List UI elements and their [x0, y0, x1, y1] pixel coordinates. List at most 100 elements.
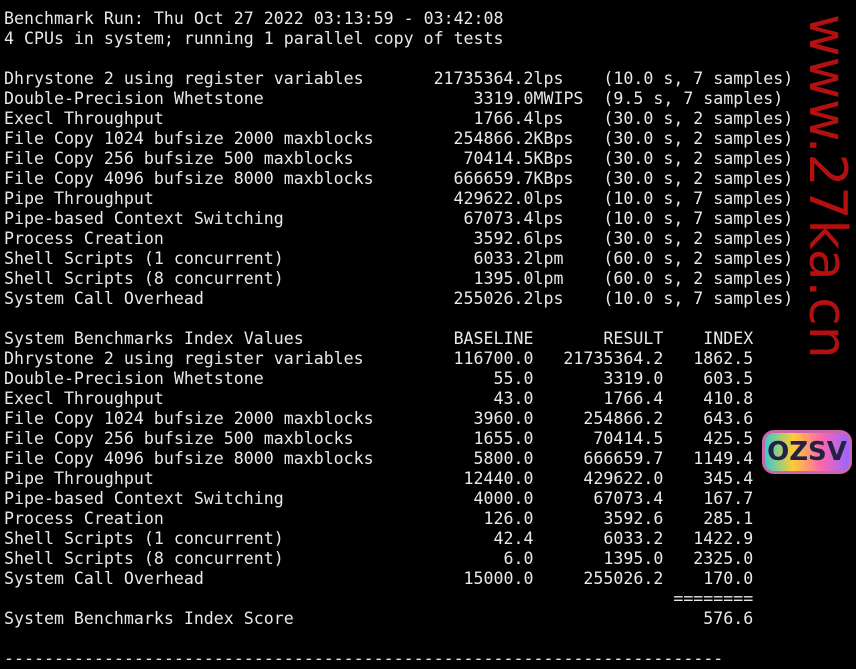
test-row: File Copy 4096 bufsize 8000 maxblocks 666… — [4, 169, 793, 189]
test-detail: (30.0 s, 2 samples) — [603, 229, 794, 248]
test-unit: lps — [533, 69, 564, 88]
row-baseline: 5800.0 — [473, 449, 534, 468]
test-value: 3592.6 — [473, 229, 534, 248]
row-result: 1766.4 — [603, 389, 664, 408]
test-detail: (60.0 s, 2 samples) — [603, 269, 794, 288]
row-index: 285.1 — [703, 509, 754, 528]
test-name: Process Creation — [4, 229, 164, 248]
test-detail: (60.0 s, 2 samples) — [603, 249, 794, 268]
test-row: Shell Scripts (1 concurrent) 6033.2lpm (60… — [4, 249, 793, 269]
row-name: Double-Precision Whetstone — [4, 369, 264, 388]
score-label: System Benchmarks Index Score — [4, 609, 294, 628]
index-row: File Copy 4096 bufsize 8000 maxblocks 580… — [4, 449, 793, 469]
test-value: 429622.0 — [453, 189, 534, 208]
separator: ======== — [673, 589, 754, 608]
blank — [4, 629, 793, 649]
test-name: File Copy 4096 bufsize 8000 maxblocks — [4, 169, 374, 188]
test-value: 1766.4 — [473, 109, 534, 128]
index-header: System Benchmarks Index Values BASELINE RE… — [4, 329, 793, 349]
row-index: 425.5 — [703, 429, 754, 448]
index-row: File Copy 256 bufsize 500 maxblocks 1655.… — [4, 429, 793, 449]
col-baseline: BASELINE — [453, 329, 534, 348]
score-value: 576.6 — [703, 609, 754, 628]
test-row: File Copy 256 bufsize 500 maxblocks 70414… — [4, 149, 793, 169]
test-unit: lpm — [533, 249, 564, 268]
row-baseline: 1655.0 — [473, 429, 534, 448]
row-baseline: 3960.0 — [473, 409, 534, 428]
test-detail: (10.0 s, 7 samples) — [603, 69, 794, 88]
test-detail: (30.0 s, 2 samples) — [603, 169, 794, 188]
test-value: 67073.4 — [463, 209, 534, 228]
bottom-rule: ----------------------------------------… — [4, 649, 793, 669]
test-name: System Call Overhead — [4, 289, 204, 308]
row-name: File Copy 4096 bufsize 8000 maxblocks — [4, 449, 374, 468]
watermark-logo: OZSV — [762, 430, 852, 474]
test-name: Dhrystone 2 using register variables — [4, 69, 364, 88]
row-baseline: 6.0 — [503, 549, 534, 568]
separator-line: ======== — [4, 589, 793, 609]
index-row: Shell Scripts (1 concurrent) 42.4 6033.2 14… — [4, 529, 793, 549]
row-name: Execl Throughput — [4, 389, 164, 408]
row-baseline: 42.4 — [493, 529, 534, 548]
row-name: Shell Scripts (1 concurrent) — [4, 529, 284, 548]
col-result: RESULT — [603, 329, 664, 348]
row-baseline: 15000.0 — [463, 569, 534, 588]
test-detail: (30.0 s, 2 samples) — [603, 129, 794, 148]
cpu-line: 4 CPUs in system; running 1 parallel cop… — [4, 29, 793, 49]
test-detail: (10.0 s, 7 samples) — [603, 209, 794, 228]
test-row: Shell Scripts (8 concurrent) 1395.0lpm (60… — [4, 269, 793, 289]
row-result: 666659.7 — [583, 449, 664, 468]
row-name: Process Creation — [4, 509, 164, 528]
test-detail: (30.0 s, 2 samples) — [603, 109, 794, 128]
row-index: 167.7 — [703, 489, 754, 508]
row-result: 254866.2 — [583, 409, 664, 428]
row-index: 410.8 — [703, 389, 754, 408]
row-name: Pipe Throughput — [4, 469, 154, 488]
test-value: 6033.2 — [473, 249, 534, 268]
test-row: System Call Overhead 255026.2lps (10.0 s, … — [4, 289, 793, 309]
index-row: File Copy 1024 bufsize 2000 maxblocks 396… — [4, 409, 793, 429]
terminal-output: ----------------------------------------… — [4, 0, 793, 669]
index-row: Dhrystone 2 using register variables 1167… — [4, 349, 793, 369]
test-row: Execl Throughput 1766.4lps (30.0 s, 2 samp… — [4, 109, 793, 129]
index-row: System Call Overhead 15000.0 255026.2 170.0 — [4, 569, 793, 589]
test-value: 1395.0 — [473, 269, 534, 288]
test-name: Double-Precision Whetstone — [4, 89, 264, 108]
test-unit: lps — [533, 229, 564, 248]
row-name: System Call Overhead — [4, 569, 204, 588]
test-unit: KBps — [533, 149, 574, 168]
row-name: Pipe-based Context Switching — [4, 489, 284, 508]
row-name: File Copy 1024 bufsize 2000 maxblocks — [4, 409, 374, 428]
row-baseline: 4000.0 — [473, 489, 534, 508]
row-result: 3592.6 — [603, 509, 664, 528]
blank — [4, 49, 793, 69]
row-index: 1149.4 — [693, 449, 754, 468]
test-row: Double-Precision Whetstone 3319.0MWIPS (9.… — [4, 89, 793, 109]
row-baseline: 55.0 — [493, 369, 534, 388]
test-unit: lps — [533, 289, 564, 308]
row-result: 70414.5 — [593, 429, 664, 448]
index-row: Shell Scripts (8 concurrent) 6.0 1395.0 232… — [4, 549, 793, 569]
rule: ----------------------------------------… — [4, 649, 724, 668]
test-value: 3319.0 — [473, 89, 534, 108]
test-value: 255026.2 — [453, 289, 534, 308]
test-row: File Copy 1024 bufsize 2000 maxblocks 254… — [4, 129, 793, 149]
top-rule: ----------------------------------------… — [4, 0, 793, 9]
test-name: Pipe-based Context Switching — [4, 209, 284, 228]
row-name: File Copy 256 bufsize 500 maxblocks — [4, 429, 354, 448]
test-unit: KBps — [533, 169, 574, 188]
row-result: 429622.0 — [583, 469, 664, 488]
test-name: Execl Throughput — [4, 109, 164, 128]
row-index: 1422.9 — [693, 529, 754, 548]
test-detail: (10.0 s, 7 samples) — [603, 189, 794, 208]
test-unit: MWIPS — [533, 89, 584, 108]
row-name: Dhrystone 2 using register variables — [4, 349, 364, 368]
test-value: 254866.2 — [453, 129, 534, 148]
test-name: Pipe Throughput — [4, 189, 154, 208]
test-row: Dhrystone 2 using register variables 2173… — [4, 69, 793, 89]
test-value: 666659.7 — [453, 169, 534, 188]
test-name: Shell Scripts (1 concurrent) — [4, 249, 284, 268]
row-result: 3319.0 — [603, 369, 664, 388]
row-index: 1862.5 — [693, 349, 754, 368]
test-name: Shell Scripts (8 concurrent) — [4, 269, 284, 288]
